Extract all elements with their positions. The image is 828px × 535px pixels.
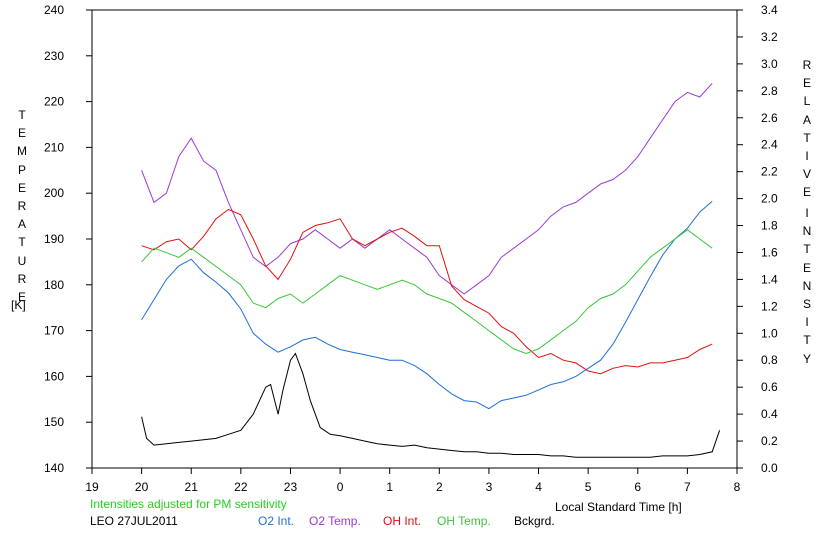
y-left-tick-label: 140 — [44, 461, 64, 475]
x-tick-label: 2 — [436, 480, 443, 494]
y-right-tick-label: 2.6 — [761, 111, 778, 125]
legend-o2-temp: O2 Temp. — [309, 514, 361, 528]
y-right-tick-label: 2.4 — [761, 138, 778, 152]
legend-oh-int: OH Int. — [383, 514, 422, 528]
x-tick-label: 19 — [85, 480, 99, 494]
y-right-tick-label: 0.8 — [761, 353, 778, 367]
x-axis-title: Local Standard Time [h] — [555, 500, 682, 514]
x-tick-label: 8 — [734, 480, 741, 494]
y-right-tick-label: 0.4 — [761, 407, 778, 421]
y-left-tick-label: 230 — [44, 49, 64, 63]
legend-o2-int: O2 Int. — [258, 514, 295, 528]
y-left-tick-label: 240 — [44, 3, 64, 17]
y-left-tick-label: 180 — [44, 278, 64, 292]
y-right-tick-label: 1.2 — [761, 299, 778, 313]
y-right-tick-label: 0.6 — [761, 380, 778, 394]
legend-oh-temp: OH Temp. — [437, 514, 491, 528]
series-line-o2-int — [141, 200, 713, 410]
x-tick-label: 1 — [386, 480, 393, 494]
y-axis-right: 0.0 0.2 0.4 0.6 0.8 1.0 1.2 1.4 1.6 1.8 2.0 2.2 2.4 2… — [737, 3, 778, 475]
y-right-tick-label: 1.6 — [761, 245, 778, 259]
series-layer — [141, 82, 721, 458]
plot-frame — [91, 9, 738, 469]
x-tick-label: 20 — [135, 480, 149, 494]
series-line-oh-int — [141, 208, 713, 375]
y-right-tick-label: 1.4 — [761, 272, 778, 286]
x-tick-label: 7 — [684, 480, 691, 494]
y-right-tick-label: 2.2 — [761, 165, 778, 179]
y-left-tick-label: 220 — [44, 95, 64, 109]
x-tick-label: 3 — [486, 480, 493, 494]
series-line-o2-temp — [141, 82, 713, 295]
series-line-bckgrd — [141, 352, 721, 458]
y-right-tick-label: 0.0 — [761, 461, 778, 475]
y-left-tick-label: 150 — [44, 415, 64, 429]
y-axis-left-unit: [K] — [11, 298, 26, 312]
y-right-tick-label: 3.2 — [761, 30, 778, 44]
y-left-tick-label: 170 — [44, 324, 64, 338]
legend-bckgrd: Bckgrd. — [514, 514, 555, 528]
y-left-tick-label: 160 — [44, 369, 64, 383]
x-tick-label: 23 — [284, 480, 298, 494]
y-right-tick-label: 1.0 — [761, 326, 778, 340]
site-date-label: LEO 27JUL2011 — [90, 514, 178, 528]
y-left-tick-label: 190 — [44, 232, 64, 246]
x-tick-label: 21 — [185, 480, 199, 494]
y-right-tick-label: 1.8 — [761, 219, 778, 233]
y-right-tick-label: 3.0 — [761, 57, 778, 71]
x-tick-label: 6 — [634, 480, 641, 494]
y-right-tick-label: 2.0 — [761, 192, 778, 206]
series-line-oh-temp — [141, 229, 713, 355]
y-right-tick-label: 0.2 — [761, 434, 778, 448]
y-left-tick-label: 200 — [44, 186, 64, 200]
x-tick-label: 5 — [585, 480, 592, 494]
x-tick-label: 22 — [234, 480, 248, 494]
x-tick-label: 4 — [535, 480, 542, 494]
x-tick-label: 0 — [337, 480, 344, 494]
pm-sensitivity-note: Intensities adjusted for PM sensitivity — [90, 497, 287, 511]
y-left-tick-label: 210 — [44, 140, 64, 154]
y-axis-left: 140 150 160 170 180 190 200 210 220 230 240 — [44, 3, 92, 475]
y-right-tick-label: 3.4 — [761, 3, 778, 17]
x-axis: 19 20 21 22 23 0 1 2 3 4 5 6 7 8 — [85, 468, 741, 494]
y-right-tick-label: 2.8 — [761, 84, 778, 98]
